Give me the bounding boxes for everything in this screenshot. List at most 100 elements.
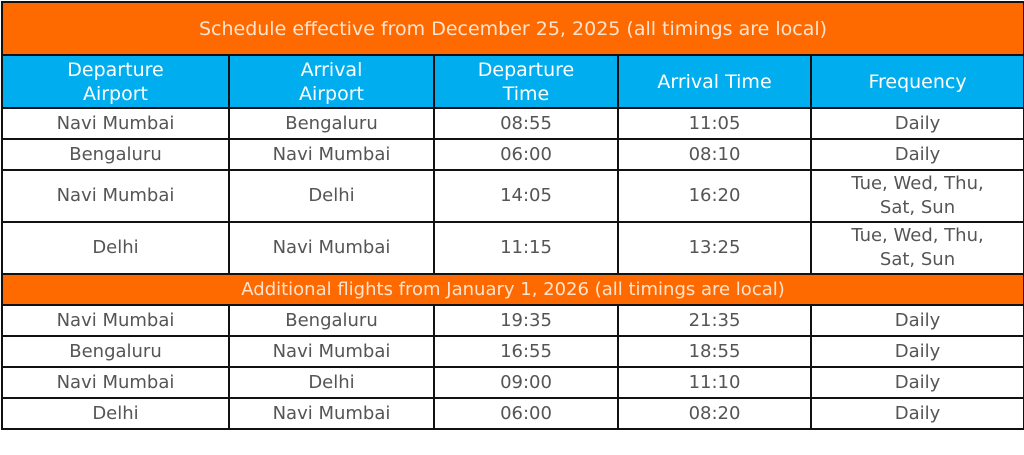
cell: Navi Mumbai [228,138,435,171]
header-text: Departure Time [477,58,575,105]
cell-text: 08:55 [500,112,552,134]
column-header: Frequency [809,54,1024,109]
cell-text: 06:00 [500,143,552,165]
cell-text: Navi Mumbai [56,112,175,134]
cell-text: 13:25 [688,237,741,258]
header-text: Arrival Time [657,70,772,93]
column-header: Departure Airport [1,54,230,109]
cell: 09:00 [433,366,619,399]
schedule-row: Navi Mumbai Delhi 09:00 11:10 Daily [1,366,1024,399]
cell-text: 09:00 [500,371,552,393]
table-title: Schedule effective from December 25, 202… [0,1,1024,56]
cell: 18:55 [617,335,812,368]
schedule-row: Bengaluru Navi Mumbai 06:00 08:10 Daily [1,138,1024,171]
cell-text: Daily [894,309,941,331]
cell: Navi Mumbai [1,366,230,399]
schedule-row: Navi Mumbai Bengaluru 19:35 21:35 Daily [1,304,1024,337]
cell-text: 14:05 [500,185,552,206]
cell-text: Tue, Wed, Thu, Sat, Sun [851,173,984,218]
cell: Daily [809,138,1024,171]
cell-text: 16:55 [500,340,552,362]
cell: 14:05 [433,169,619,223]
cell-text: Daily [894,112,941,134]
schedule-row: Bengaluru Navi Mumbai 16:55 18:55 Daily [1,335,1024,368]
cell-text: Navi Mumbai [272,143,391,165]
cell-text: Bengaluru [285,309,378,331]
cell: 11:15 [433,221,619,275]
schedule-row: Delhi Navi Mumbai 11:15 13:25 Tue, Wed, Thu,… [1,221,1024,275]
table-body: Schedule effective from December 25, 202… [0,1,1024,430]
cell-text: Daily [894,143,941,165]
cell: 21:35 [617,304,812,337]
header-text: Departure Airport [67,58,164,105]
cell-text: Delhi [308,371,355,393]
cell: Daily [809,304,1024,337]
cell-text: Daily [894,402,941,424]
cell: Bengaluru [228,304,435,337]
cell: 11:10 [617,366,812,399]
cell: Navi Mumbai [1,169,230,223]
cell: Bengaluru [228,107,435,140]
cell-text: Bengaluru [69,143,162,165]
cell-text: Daily [894,371,941,393]
cell: Bengaluru [1,138,230,171]
cell: Navi Mumbai [1,107,230,140]
cell: 19:35 [433,304,619,337]
cell-text: Bengaluru [69,340,162,362]
cell: Daily [809,107,1024,140]
cell-text: Navi Mumbai [56,371,175,393]
title-row: Schedule effective from December 25, 202… [0,1,1024,56]
cell: Bengaluru [1,335,230,368]
cell: Navi Mumbai [228,335,435,368]
column-header: Arrival Airport [228,54,435,109]
cell: Navi Mumbai [228,397,435,430]
cell-text: Delhi [308,185,355,206]
cell: Navi Mumbai [228,221,435,275]
cell: Delhi [228,169,435,223]
cell-text: 11:05 [688,112,741,134]
cell: Delhi [1,397,230,430]
cell-text: Navi Mumbai [56,185,175,206]
header-text: Frequency [868,70,967,93]
cell: 08:20 [617,397,812,430]
cell-text: 16:20 [688,185,741,206]
header-text: Arrival Airport [298,58,365,105]
cell: Delhi [228,366,435,399]
section-title: Additional flights from January 1, 2026 … [0,273,1024,306]
header-row: Departure Airport Arrival Airport Departur… [1,54,1024,109]
cell: 08:10 [617,138,812,171]
cell: Tue, Wed, Thu, Sat, Sun [809,221,1024,275]
cell-text: Bengaluru [285,112,378,134]
cell: 06:00 [433,397,619,430]
cell-text: Navi Mumbai [272,402,391,424]
cell-text: 11:10 [688,371,741,393]
cell-text: Navi Mumbai [272,340,391,362]
schedule-table: Schedule effective from December 25, 202… [0,1,1024,430]
schedule-row: Delhi Navi Mumbai 06:00 08:20 Daily [1,397,1024,430]
cell: 16:20 [617,169,812,223]
cell-text: 11:15 [500,237,552,258]
cell-text: 21:35 [688,309,741,331]
cell: 16:55 [433,335,619,368]
cell: Tue, Wed, Thu, Sat, Sun [809,169,1024,223]
cell: 06:00 [433,138,619,171]
schedule-row: Navi Mumbai Bengaluru 08:55 11:05 Daily [1,107,1024,140]
cell-text: 06:00 [500,402,552,424]
cell: Daily [809,335,1024,368]
cell-text: 18:55 [688,340,741,362]
column-header: Departure Time [433,54,619,109]
cell-text: Navi Mumbai [56,309,175,331]
cell: Daily [809,397,1024,430]
cell-text: 19:35 [500,309,552,331]
cell-text: Delhi [92,402,139,424]
cell-text: Navi Mumbai [272,237,391,258]
cell: Delhi [1,221,230,275]
cell: 08:55 [433,107,619,140]
cell-text: Daily [894,340,941,362]
cell: Daily [809,366,1024,399]
cell: Navi Mumbai [1,304,230,337]
cell: 13:25 [617,221,812,275]
cell-text: Delhi [92,237,139,258]
cell-text: 08:20 [688,402,741,424]
column-header: Arrival Time [617,54,812,109]
